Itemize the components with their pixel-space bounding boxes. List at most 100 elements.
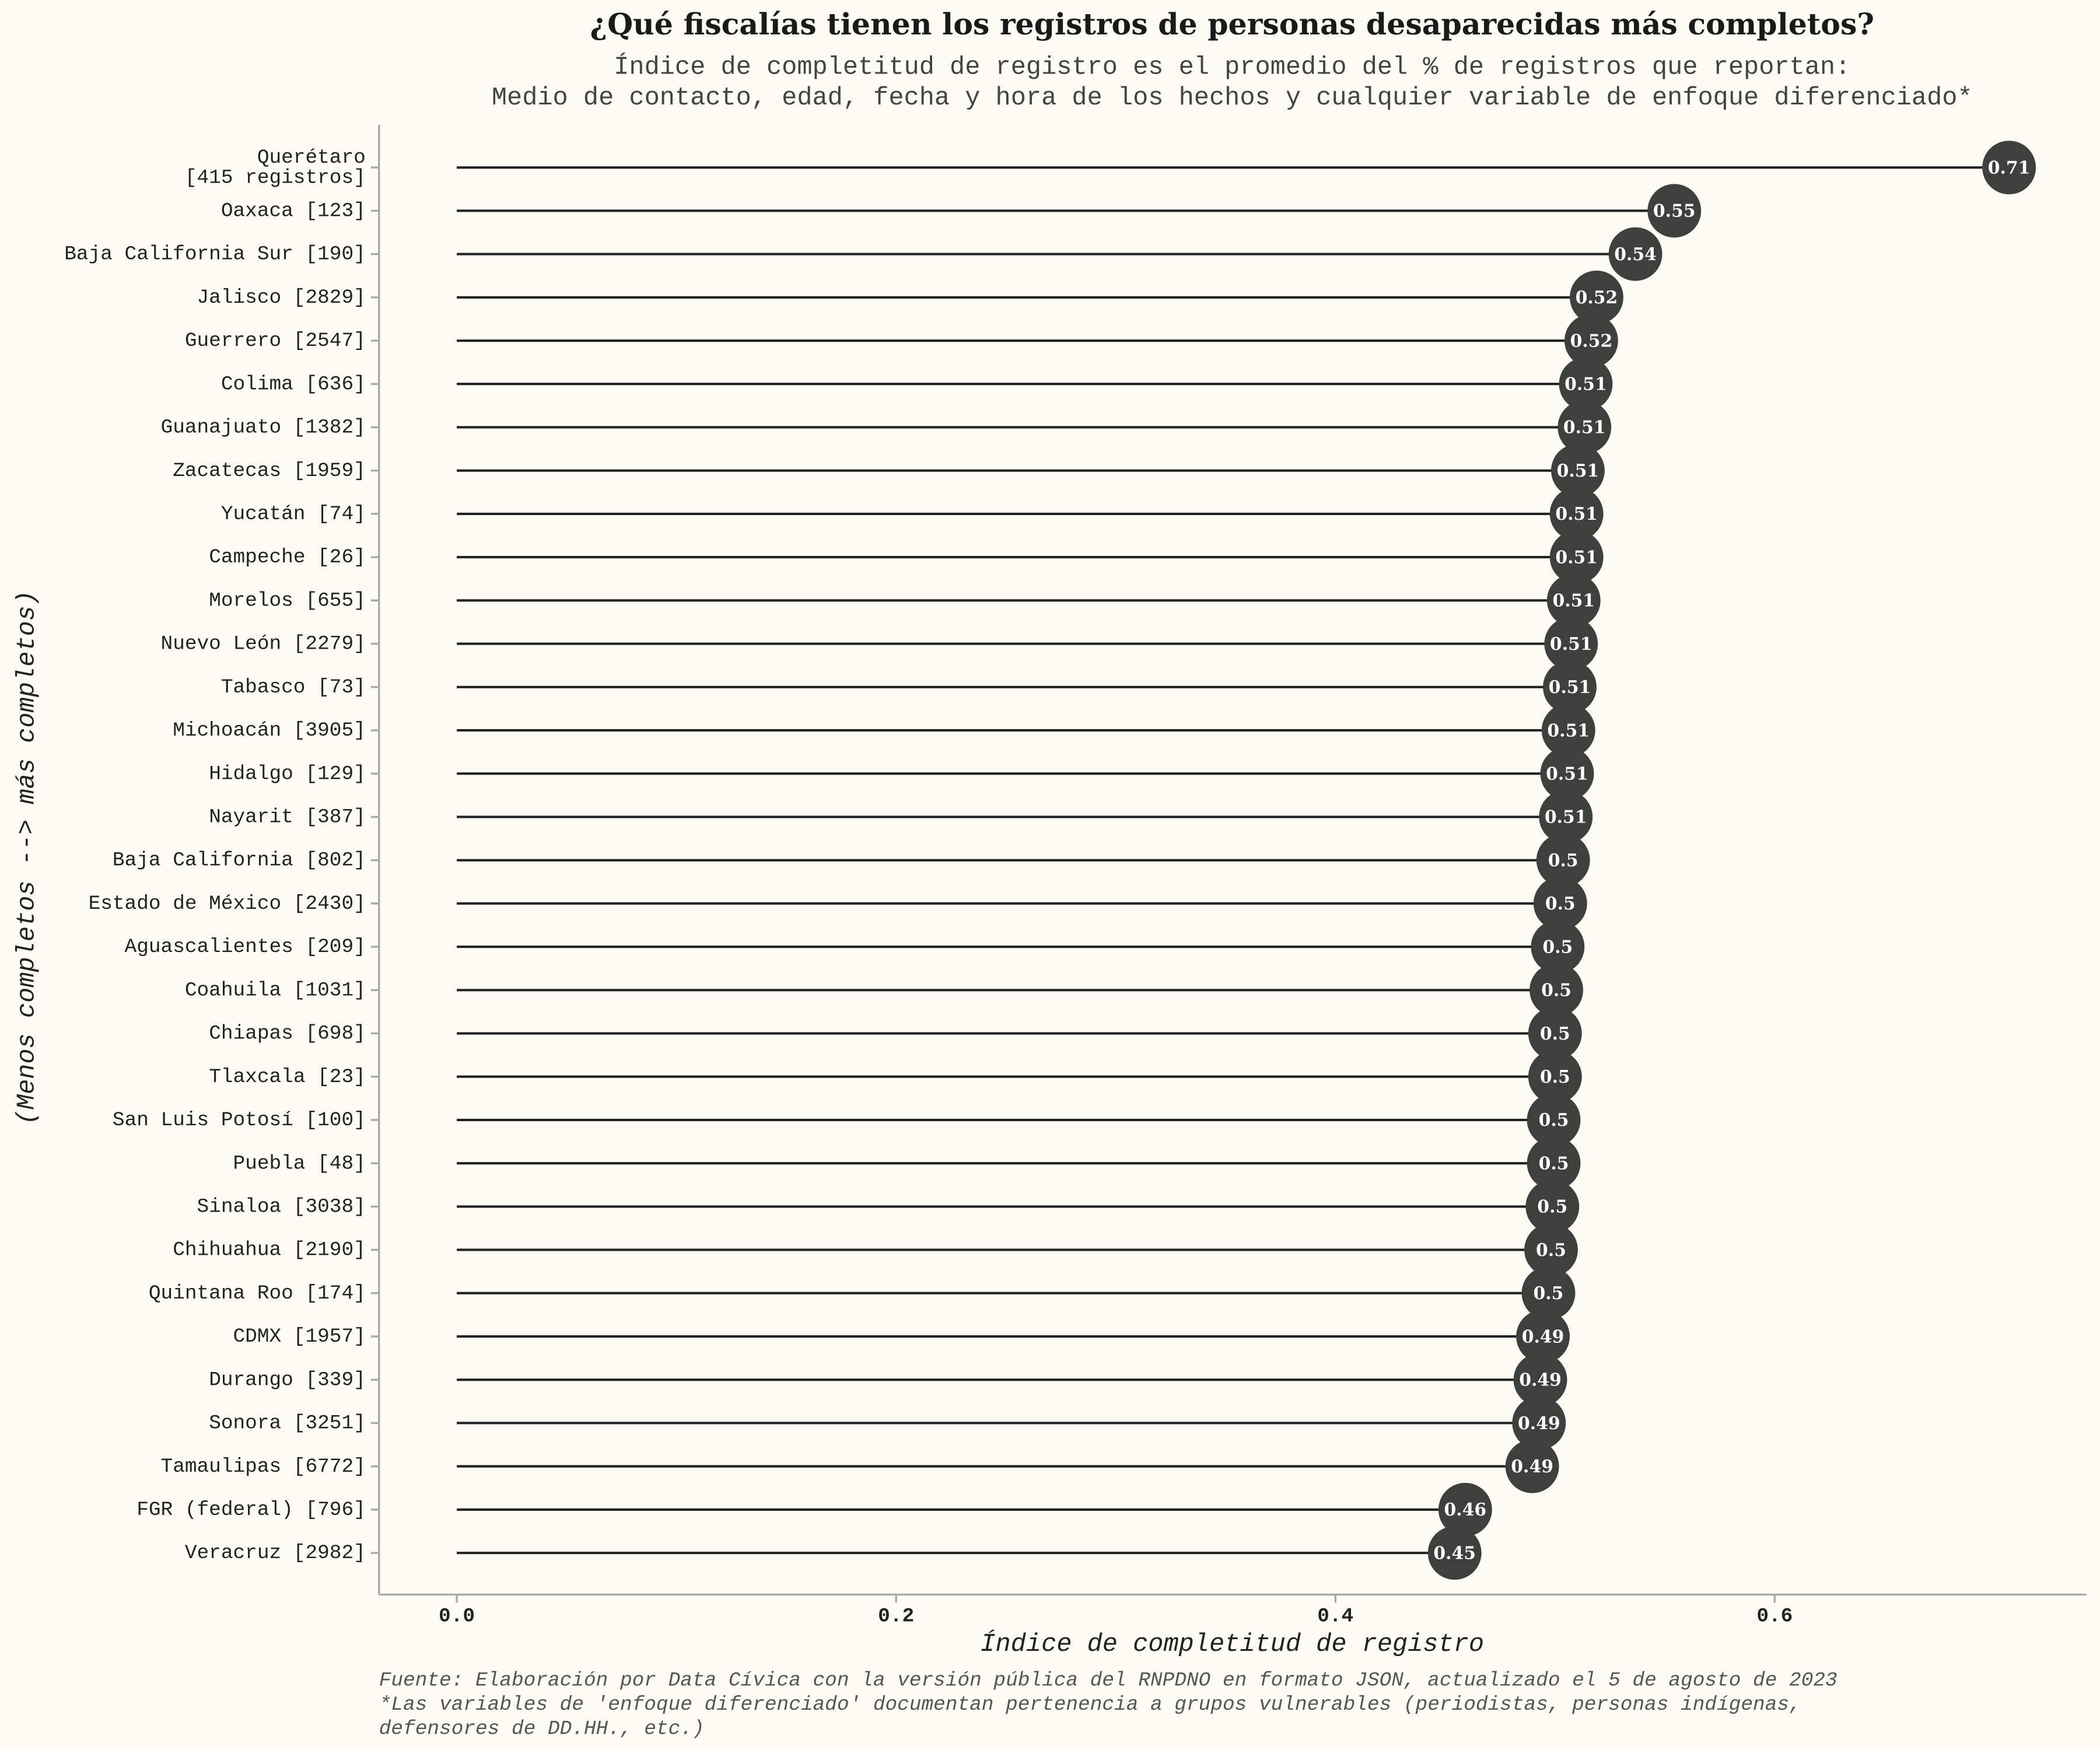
dot bbox=[1524, 1223, 1578, 1277]
dot bbox=[1513, 1353, 1567, 1407]
dot bbox=[1531, 920, 1585, 974]
dot bbox=[1521, 1266, 1576, 1320]
y-tick-label: Nayarit [387] bbox=[209, 806, 366, 829]
y-tick-label: Yucatán [74] bbox=[221, 503, 366, 526]
dot bbox=[1647, 184, 1702, 238]
dot bbox=[1527, 1136, 1581, 1191]
value-label: 0.51 bbox=[1555, 504, 1598, 524]
value-label: 0.51 bbox=[1563, 418, 1606, 438]
footnote: *Las variables de 'enfoque diferenciado'… bbox=[379, 1693, 1801, 1716]
dot bbox=[1549, 487, 1604, 541]
footnote: defensores de DD.HH., etc.) bbox=[379, 1717, 705, 1740]
y-tick-label: Querétaro [415 registros] bbox=[185, 146, 366, 189]
y-tick-label: Morelos [655] bbox=[209, 589, 366, 612]
value-label: 0.52 bbox=[1570, 331, 1613, 351]
y-tick-label: Quintana Roo [174] bbox=[149, 1282, 366, 1305]
dot bbox=[1608, 227, 1662, 281]
y-axis-label: (Menos completos --> más completos) bbox=[13, 590, 41, 1125]
value-label: 0.5 bbox=[1540, 1067, 1570, 1087]
x-tick-label: 0.0 bbox=[439, 1605, 475, 1628]
dot bbox=[1525, 1180, 1580, 1234]
value-label: 0.5 bbox=[1539, 1110, 1569, 1130]
y-tick-label: Veracruz [2982] bbox=[185, 1542, 366, 1564]
x-tick-label: 0.6 bbox=[1756, 1605, 1793, 1628]
value-label: 0.49 bbox=[1518, 1413, 1560, 1434]
dot bbox=[1512, 1396, 1566, 1450]
y-tick-label: Durango [339] bbox=[209, 1368, 366, 1391]
y-tick-label: Estado de México [2430] bbox=[89, 892, 366, 915]
y-tick-label: Guanajuato [1382] bbox=[161, 416, 366, 439]
y-tick-label: Tamaulipas [6772] bbox=[161, 1455, 366, 1478]
dot bbox=[1544, 617, 1598, 671]
value-label: 0.52 bbox=[1576, 288, 1618, 308]
dot bbox=[1427, 1526, 1482, 1580]
dot bbox=[1528, 1049, 1582, 1104]
dot bbox=[1564, 314, 1618, 368]
y-tick-label: Tabasco [73] bbox=[221, 676, 366, 699]
dot bbox=[1551, 443, 1605, 498]
x-axis-label: Índice de completitud de registro bbox=[980, 1629, 1484, 1659]
value-label: 0.5 bbox=[1537, 1197, 1567, 1217]
dot bbox=[1438, 1482, 1492, 1536]
value-label: 0.51 bbox=[1564, 374, 1607, 395]
y-tick-label: Aguascalientes [209] bbox=[125, 936, 366, 958]
y-tick-label: Sinaloa [3038] bbox=[197, 1195, 366, 1218]
value-label: 0.51 bbox=[1547, 720, 1590, 741]
dot bbox=[1530, 963, 1583, 1017]
value-label: 0.55 bbox=[1653, 201, 1696, 222]
subtitle: Medio de contacto, edad, fecha y hora de… bbox=[492, 84, 1973, 113]
value-label: 0.51 bbox=[1546, 764, 1588, 784]
y-tick-label: Sonora [3251] bbox=[209, 1412, 366, 1435]
y-tick-label: Oaxaca [123] bbox=[221, 200, 366, 222]
y-tick-label: FGR (federal) [796] bbox=[136, 1499, 366, 1521]
value-label: 0.5 bbox=[1540, 1024, 1570, 1044]
dot bbox=[1539, 790, 1593, 844]
y-tick-label: Hidalgo [129] bbox=[209, 762, 366, 785]
value-label: 0.5 bbox=[1542, 937, 1573, 957]
footnote: Fuente: Elaboración por Data Cívica con … bbox=[379, 1670, 1838, 1692]
dot bbox=[1536, 833, 1590, 887]
dot bbox=[1982, 141, 2036, 195]
y-tick-label: Nuevo León [2279] bbox=[161, 633, 366, 656]
value-label: 0.5 bbox=[1534, 1283, 1564, 1304]
y-tick-label: Jalisco [2829] bbox=[197, 286, 366, 309]
y-tick-label: Tlaxcala [23] bbox=[209, 1066, 366, 1088]
value-label: 0.51 bbox=[1545, 807, 1587, 828]
dot bbox=[1543, 660, 1597, 714]
y-tick-label: Zacatecas [1959] bbox=[173, 460, 366, 482]
value-label: 0.5 bbox=[1545, 894, 1576, 914]
y-tick-label: Chiapas [698] bbox=[209, 1023, 366, 1045]
value-label: 0.51 bbox=[1550, 634, 1592, 654]
dot bbox=[1549, 530, 1604, 584]
x-tick-label: 0.4 bbox=[1317, 1605, 1353, 1628]
value-label: 0.54 bbox=[1614, 244, 1657, 265]
subtitle: Índice de completitud de registro es el … bbox=[614, 52, 1850, 82]
dot bbox=[1570, 270, 1623, 324]
y-tick-label: Chihuahua [2190] bbox=[173, 1239, 366, 1262]
dot bbox=[1528, 1006, 1582, 1060]
dot bbox=[1558, 400, 1612, 454]
y-tick-label: Campeche [26] bbox=[209, 546, 366, 569]
value-label: 0.71 bbox=[1988, 158, 2031, 178]
value-label: 0.46 bbox=[1444, 1500, 1486, 1520]
value-label: 0.49 bbox=[1519, 1370, 1562, 1391]
value-label: 0.5 bbox=[1536, 1240, 1566, 1261]
dot bbox=[1541, 704, 1595, 757]
dot bbox=[1540, 747, 1594, 801]
value-label: 0.51 bbox=[1555, 547, 1598, 568]
y-tick-label: Michoacán [3905] bbox=[173, 719, 366, 742]
y-tick-label: Baja California [802] bbox=[113, 849, 366, 872]
chart-title: ¿Qué fiscalías tienen los registros de p… bbox=[590, 7, 1874, 41]
y-tick-label: CDMX [1957] bbox=[233, 1325, 366, 1348]
value-label: 0.51 bbox=[1552, 591, 1595, 611]
y-tick-label: Guerrero [2547] bbox=[185, 330, 366, 352]
y-tick-label: Colima [636] bbox=[221, 373, 366, 396]
dot bbox=[1546, 573, 1601, 628]
y-tick-label: Coahuila [1031] bbox=[185, 979, 366, 1002]
value-label: 0.51 bbox=[1549, 677, 1591, 698]
value-label: 0.5 bbox=[1541, 981, 1572, 1001]
value-label: 0.5 bbox=[1539, 1153, 1569, 1174]
y-tick-label: Puebla [48] bbox=[233, 1152, 366, 1175]
